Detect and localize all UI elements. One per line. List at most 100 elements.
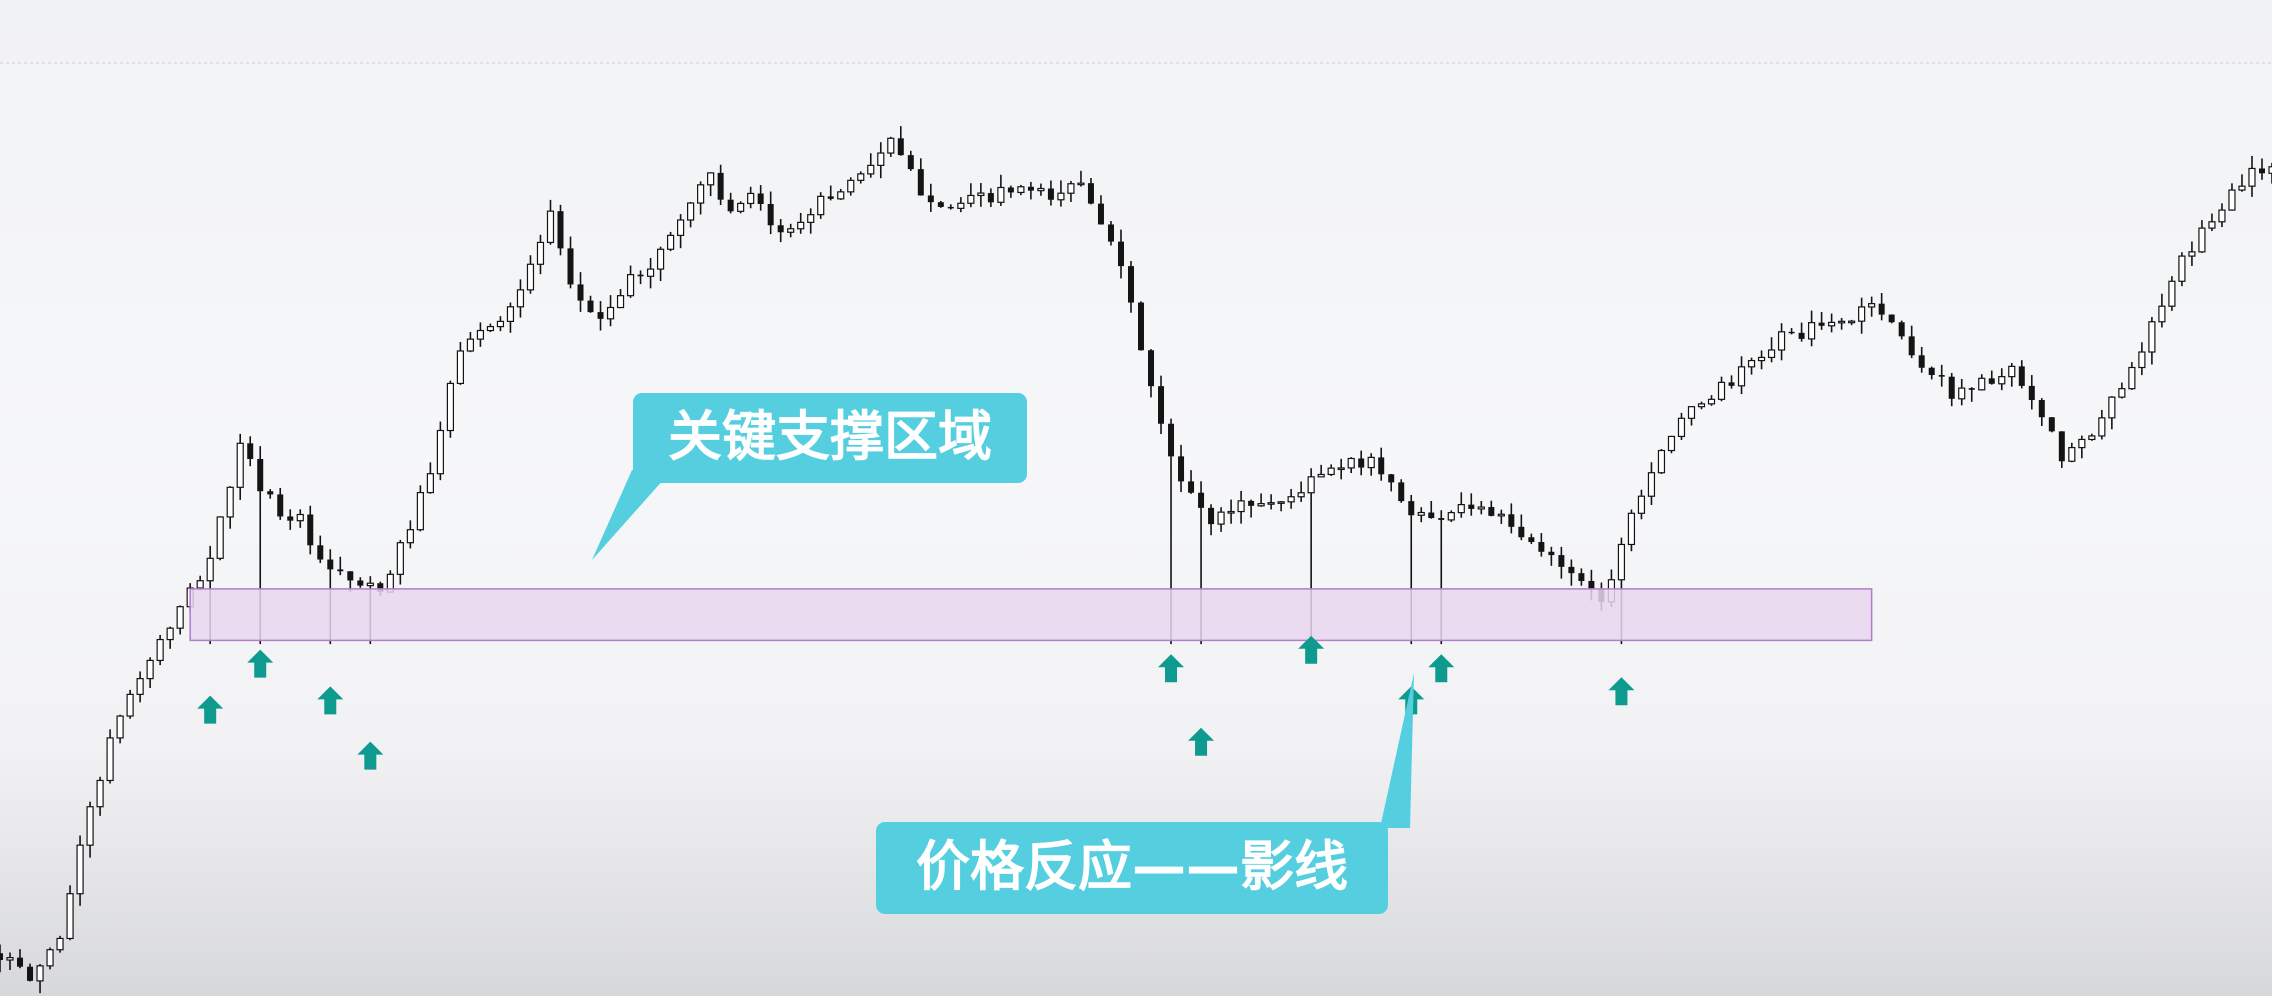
candle	[1828, 313, 1836, 333]
candle	[567, 236, 574, 289]
candle-body	[1798, 332, 1805, 339]
candle-body	[1208, 507, 1215, 525]
candle	[1267, 494, 1275, 510]
candle	[1107, 221, 1114, 246]
candle	[146, 657, 154, 688]
candle-body	[2058, 431, 2065, 462]
candle-body	[1388, 474, 1395, 483]
candle-body	[1717, 381, 1726, 400]
candle	[317, 535, 324, 564]
candle-body	[516, 289, 525, 308]
candle-body	[947, 206, 954, 209]
candle	[2098, 409, 2106, 440]
candle-body	[646, 268, 655, 277]
candle	[46, 947, 54, 970]
candle-body	[106, 737, 114, 782]
candle	[1928, 366, 1935, 380]
candle-body	[1488, 507, 1495, 516]
candle	[737, 201, 745, 214]
candle	[1508, 503, 1515, 534]
wick-reaction-label: 价格反应——影线	[916, 835, 1348, 898]
candle-body	[1687, 406, 1696, 419]
support-zone-callout-box	[633, 393, 1027, 483]
candle	[697, 181, 705, 215]
candle-body	[1267, 502, 1275, 505]
wick-reaction-callout-pointer	[1380, 673, 1414, 828]
candle-body	[1017, 186, 1025, 194]
candle	[1188, 470, 1195, 494]
candles-layer	[0, 126, 2272, 994]
candle	[967, 183, 975, 208]
candle-body	[496, 320, 505, 328]
candle	[56, 935, 64, 953]
candle-body	[2248, 167, 2256, 187]
support-zone-callout: 关键支撑区域	[592, 393, 1027, 560]
candle	[2148, 317, 2156, 365]
candle	[857, 171, 865, 184]
candle-body	[1908, 336, 1915, 356]
candle	[597, 301, 604, 331]
candle-body	[307, 514, 314, 546]
candle	[337, 556, 344, 576]
candle-body	[1168, 423, 1175, 457]
candle-body	[897, 138, 904, 156]
candle	[1888, 314, 1895, 324]
candle	[1978, 374, 1986, 391]
candle	[1358, 450, 1365, 476]
candle	[196, 575, 204, 591]
candle	[646, 257, 655, 289]
candle-body	[456, 350, 465, 385]
candle	[307, 505, 314, 555]
candle	[987, 188, 994, 208]
candle-body	[707, 172, 715, 186]
candle	[1047, 180, 1054, 206]
candle	[2168, 276, 2176, 311]
candle-body	[66, 893, 74, 940]
candle	[1337, 458, 1345, 480]
candle	[1858, 297, 1866, 334]
candle-body	[277, 494, 284, 517]
candle-body	[0, 953, 3, 961]
candle-body	[166, 627, 174, 641]
candle	[1148, 349, 1155, 398]
candle	[867, 153, 875, 178]
candle-body	[837, 191, 845, 200]
candle	[86, 801, 94, 858]
candle	[997, 174, 1005, 206]
candle	[1757, 350, 1766, 370]
candle	[637, 270, 644, 285]
candle-body	[426, 473, 434, 494]
candle-body	[757, 193, 764, 204]
candle	[1918, 346, 1925, 373]
candle	[1637, 489, 1646, 520]
candle	[2018, 360, 2025, 389]
candle-body	[2268, 166, 2272, 174]
candle	[2048, 417, 2055, 433]
candle	[827, 185, 834, 201]
candle	[416, 485, 424, 532]
candle-body	[2018, 366, 2025, 386]
candle	[357, 577, 364, 588]
candle	[6, 952, 14, 971]
candle	[1007, 185, 1014, 198]
support-zone	[189, 588, 1873, 642]
candle-body	[2078, 438, 2086, 449]
candle	[1807, 310, 1816, 347]
candle-body	[1848, 320, 1856, 324]
candle-body	[396, 542, 404, 575]
candle	[76, 835, 84, 906]
candle	[466, 332, 475, 353]
candle-body	[2008, 365, 2016, 378]
candle	[247, 436, 254, 467]
candle-body	[577, 284, 584, 301]
candle-body	[1027, 186, 1034, 191]
candle-body	[1788, 331, 1795, 334]
candle	[817, 192, 825, 219]
candle-body	[1777, 331, 1786, 351]
candle	[536, 234, 545, 275]
candle	[1747, 357, 1756, 375]
candle	[957, 197, 965, 213]
candle-body	[967, 194, 975, 204]
candle	[727, 192, 734, 214]
candle	[2118, 382, 2126, 399]
